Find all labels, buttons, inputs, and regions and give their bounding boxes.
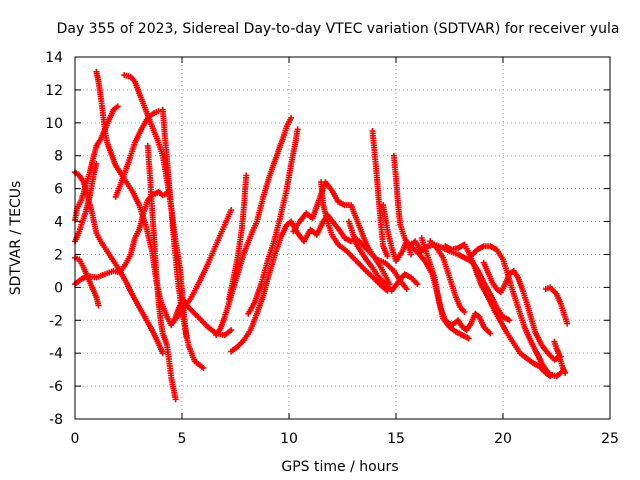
series-track-18 (345, 218, 421, 294)
axis-ticks: 0 5 10 15 20 25 -8 -6 -4 -2 0 2 4 6 8 10 12 14 (45, 50, 619, 447)
plus-markers (226, 172, 250, 302)
plus-markers (534, 350, 554, 380)
series-track-9 (144, 142, 179, 403)
series-track-30 (534, 350, 554, 380)
y-tick-label: 14 (45, 50, 63, 66)
x-tick-label: 5 (178, 431, 187, 447)
plus-markers (542, 284, 571, 327)
y-tick-label: -8 (49, 412, 63, 428)
y-tick-label: -2 (49, 313, 63, 329)
series-track-13 (226, 172, 250, 302)
series-track-23 (418, 235, 472, 342)
series-track-11 (170, 207, 235, 325)
plus-markers (467, 243, 564, 380)
series-track-8 (112, 108, 162, 200)
y-tick-label: 12 (45, 83, 63, 99)
y-tick-label: 2 (54, 247, 63, 263)
series-track-10 (159, 106, 207, 371)
series-track-24 (427, 238, 468, 315)
series-track-21 (390, 152, 513, 324)
plus-markers (245, 126, 301, 317)
plus-markers (318, 179, 391, 294)
plus-markers (418, 235, 472, 342)
plus-markers (213, 114, 295, 339)
series-track-27 (480, 259, 564, 363)
series-track-26 (467, 243, 564, 380)
y-tick-label: 6 (54, 182, 63, 198)
x-tick-label: 15 (387, 431, 405, 447)
plus-markers (551, 338, 569, 376)
chart-title: Day 355 of 2023, Sidereal Day-to-day VTE… (57, 21, 620, 37)
x-tick-label: 25 (601, 431, 619, 447)
plus-markers (480, 259, 564, 363)
series-track-29 (551, 338, 569, 376)
series-track-28 (542, 284, 571, 327)
data-points (72, 68, 571, 403)
x-tick-label: 10 (280, 431, 298, 447)
series-track-12 (213, 114, 295, 339)
x-tick-label: 0 (71, 431, 80, 447)
plus-markers (369, 128, 391, 260)
series-track-17 (318, 179, 391, 294)
series-track-15 (245, 126, 301, 317)
plus-markers (159, 106, 207, 371)
series-track-19 (369, 128, 391, 260)
plus-markers (427, 238, 468, 315)
y-tick-label: -4 (49, 346, 63, 362)
plus-markers (390, 152, 513, 324)
y-axis-label: SDTVAR / TECUs (8, 181, 24, 296)
plus-markers (112, 108, 162, 200)
plus-markers (144, 142, 179, 403)
y-tick-label: 10 (45, 116, 63, 132)
y-tick-label: -6 (49, 379, 63, 395)
plus-markers (345, 218, 421, 294)
y-tick-label: 8 (54, 149, 63, 165)
x-axis-label: GPS time / hours (281, 459, 398, 475)
plus-markers (170, 207, 235, 325)
y-tick-label: 0 (54, 280, 63, 296)
plot-frame (74, 56, 611, 420)
x-tick-label: 20 (494, 431, 512, 447)
y-tick-label: 4 (54, 215, 63, 231)
